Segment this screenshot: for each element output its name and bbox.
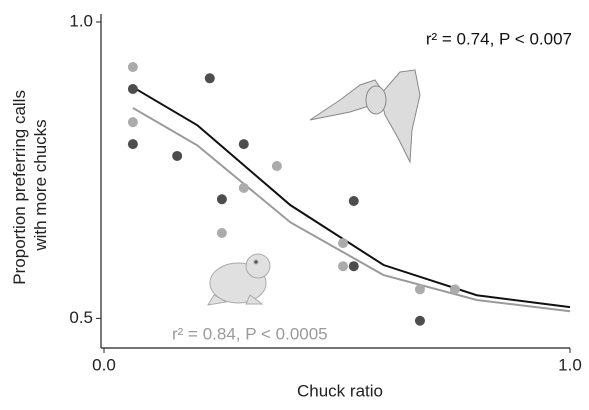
data-point <box>414 315 425 326</box>
data-point <box>216 228 227 239</box>
data-point <box>127 62 138 73</box>
frog-illustration <box>207 253 271 306</box>
data-point <box>216 194 227 205</box>
x-axis-label: Chuck ratio <box>297 381 383 400</box>
bat-illustration <box>309 69 421 164</box>
data-point <box>238 139 249 150</box>
data-point <box>127 117 138 128</box>
y-tick-label: 1.0 <box>69 11 93 30</box>
annotation: r² = 0.84, P < 0.0005 <box>172 324 328 343</box>
data-point <box>338 261 349 272</box>
y-tick-label: 0.5 <box>69 308 93 327</box>
x-tick-label: 0.0 <box>92 355 116 374</box>
data-point <box>238 182 249 193</box>
data-point <box>414 284 425 295</box>
data-point <box>348 261 359 272</box>
x-tick-label: 1.0 <box>558 355 582 374</box>
data-point <box>338 238 349 249</box>
annotation: r² = 0.74, P < 0.007 <box>426 29 572 48</box>
data-point <box>127 83 138 94</box>
data-point <box>127 139 138 150</box>
fit-curve <box>132 86 571 309</box>
data-point <box>348 196 359 207</box>
y-axis-label-line: with more chucks <box>31 119 50 251</box>
data-point <box>172 150 183 161</box>
y-axis-label-line: Proportion preferring calls <box>10 90 29 285</box>
data-point <box>204 73 215 84</box>
data-point <box>271 161 282 172</box>
data-point <box>449 284 460 295</box>
y-axis-label: Proportion preferring calls with more ch… <box>10 85 50 284</box>
fit-curve <box>132 107 571 313</box>
